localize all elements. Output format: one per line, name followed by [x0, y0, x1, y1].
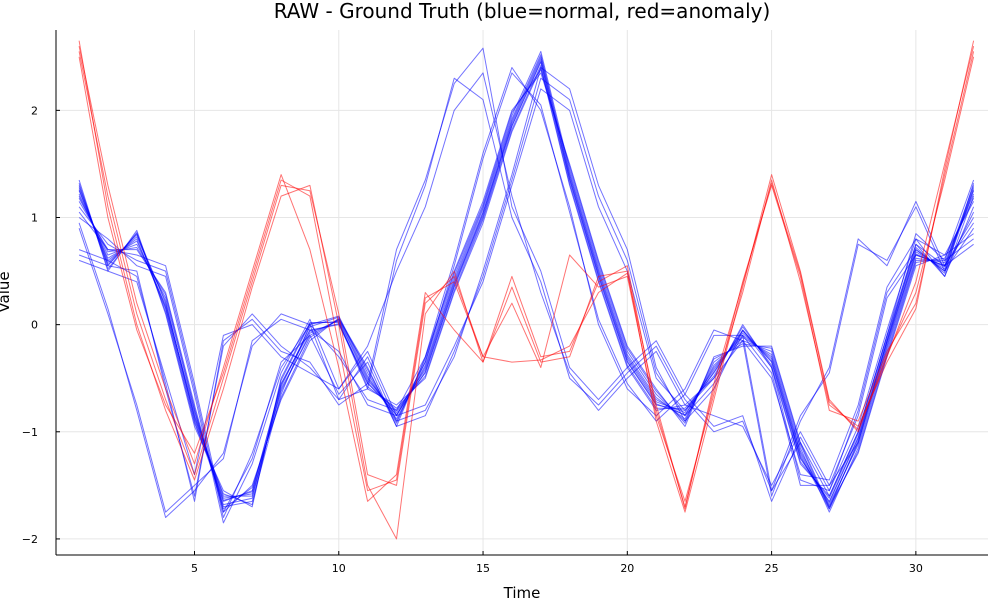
x-tick-label: 5 — [191, 562, 198, 575]
y-axis-label: Value — [0, 271, 13, 312]
y-tick-label: 1 — [31, 212, 38, 225]
normal-series-line — [78, 67, 975, 508]
normal-series-line — [78, 72, 974, 486]
normal-series-line — [78, 47, 974, 502]
x-tick-label: 15 — [476, 562, 490, 575]
normal-series-line — [78, 88, 975, 524]
y-tick-label: 2 — [31, 104, 38, 117]
anomaly-series-line — [78, 45, 975, 513]
y-tick-label: −2 — [22, 533, 38, 546]
y-tick-label: −1 — [22, 426, 38, 439]
normal-series-line — [78, 69, 975, 510]
normal-series-line — [78, 77, 975, 513]
tick-labels: 5 10 15 20 25 30 −2 −1 0 1 2 — [22, 104, 923, 575]
x-axis-label: Time — [503, 584, 541, 600]
anomaly-series-line — [78, 51, 975, 502]
normal-series-line — [78, 56, 975, 508]
normal-series-line — [78, 67, 975, 518]
y-tick-label: 0 — [31, 319, 38, 332]
series-lines — [78, 40, 975, 540]
normal-series-line — [78, 60, 975, 503]
normal-series-line — [78, 58, 975, 510]
x-tick-label: 20 — [620, 562, 634, 575]
x-tick-label: 25 — [765, 562, 779, 575]
normal-series-line — [78, 77, 974, 497]
axes — [55, 30, 988, 556]
normal-series-line — [78, 67, 975, 518]
anomaly-series-line — [78, 56, 975, 510]
chart-title: RAW - Ground Truth (blue=normal, red=ano… — [274, 0, 771, 23]
x-tick-label: 30 — [909, 562, 923, 575]
normal-series-line — [78, 64, 975, 506]
anomaly-series-line — [78, 40, 975, 540]
x-tick-label: 10 — [332, 562, 346, 575]
